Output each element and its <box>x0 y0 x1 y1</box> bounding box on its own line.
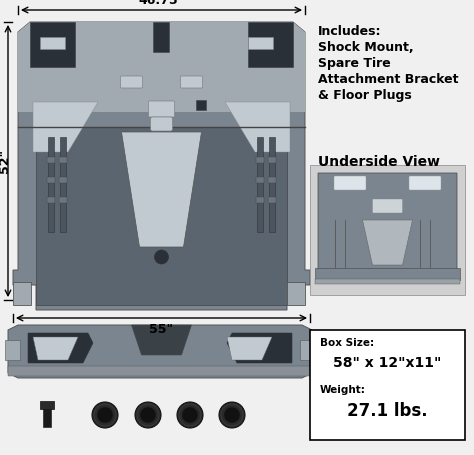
Text: Shock Mount,: Shock Mount, <box>318 41 414 54</box>
Polygon shape <box>121 132 201 247</box>
Text: 27.1 lbs.: 27.1 lbs. <box>347 402 428 420</box>
Text: 46.75": 46.75" <box>138 0 185 7</box>
Bar <box>43 409 51 427</box>
Circle shape <box>97 407 113 423</box>
Text: Underside View: Underside View <box>318 155 440 169</box>
Bar <box>310 330 465 440</box>
Bar <box>154 22 170 52</box>
Bar <box>256 157 264 163</box>
FancyBboxPatch shape <box>373 199 402 213</box>
Bar <box>269 137 275 232</box>
FancyBboxPatch shape <box>148 101 174 117</box>
Bar <box>256 177 264 183</box>
FancyBboxPatch shape <box>181 76 202 88</box>
Polygon shape <box>13 282 31 305</box>
Polygon shape <box>363 220 412 265</box>
Polygon shape <box>225 102 290 152</box>
Circle shape <box>224 407 240 423</box>
Bar <box>268 157 276 163</box>
FancyBboxPatch shape <box>151 117 173 131</box>
Bar <box>60 137 66 232</box>
Text: 58" x 12"x11": 58" x 12"x11" <box>333 356 442 370</box>
Bar <box>47 177 55 183</box>
Circle shape <box>177 402 203 428</box>
Bar <box>310 165 465 295</box>
Text: & Floor Plugs: & Floor Plugs <box>318 89 412 102</box>
Polygon shape <box>248 22 293 67</box>
Text: 52": 52" <box>0 149 11 173</box>
Bar <box>257 137 263 232</box>
Bar <box>47 157 55 163</box>
Bar <box>315 279 460 284</box>
Polygon shape <box>227 333 292 363</box>
Polygon shape <box>318 173 457 283</box>
Circle shape <box>219 402 245 428</box>
Text: Includes:: Includes: <box>318 25 382 38</box>
Bar <box>40 37 65 49</box>
Polygon shape <box>8 325 312 378</box>
Bar <box>8 366 312 376</box>
Bar <box>59 177 67 183</box>
Circle shape <box>140 407 156 423</box>
Text: Spare Tire: Spare Tire <box>318 57 391 70</box>
Text: 55": 55" <box>149 323 173 336</box>
Polygon shape <box>287 282 305 305</box>
Bar <box>59 197 67 203</box>
Circle shape <box>182 407 198 423</box>
Polygon shape <box>227 337 272 360</box>
Polygon shape <box>131 325 191 355</box>
Polygon shape <box>36 127 287 305</box>
Text: Attachment Bracket: Attachment Bracket <box>318 73 458 86</box>
Polygon shape <box>33 337 78 360</box>
Circle shape <box>92 402 118 428</box>
Polygon shape <box>33 102 98 152</box>
Circle shape <box>155 250 168 264</box>
Bar <box>268 177 276 183</box>
Bar <box>268 197 276 203</box>
Circle shape <box>135 402 161 428</box>
Bar <box>315 268 460 280</box>
Bar <box>48 137 54 232</box>
Text: Box Size:: Box Size: <box>320 338 374 348</box>
Text: Weight:: Weight: <box>320 385 366 395</box>
FancyBboxPatch shape <box>409 176 441 190</box>
Bar <box>5 340 20 360</box>
Bar <box>248 37 273 49</box>
Polygon shape <box>28 333 93 363</box>
Bar <box>300 340 315 360</box>
Polygon shape <box>18 22 305 112</box>
Bar <box>47 197 55 203</box>
Polygon shape <box>13 22 310 310</box>
Polygon shape <box>30 22 75 67</box>
Bar <box>40 401 54 409</box>
FancyBboxPatch shape <box>334 176 366 190</box>
Bar <box>59 157 67 163</box>
FancyBboxPatch shape <box>120 76 143 88</box>
Bar <box>256 197 264 203</box>
Bar <box>197 100 207 110</box>
